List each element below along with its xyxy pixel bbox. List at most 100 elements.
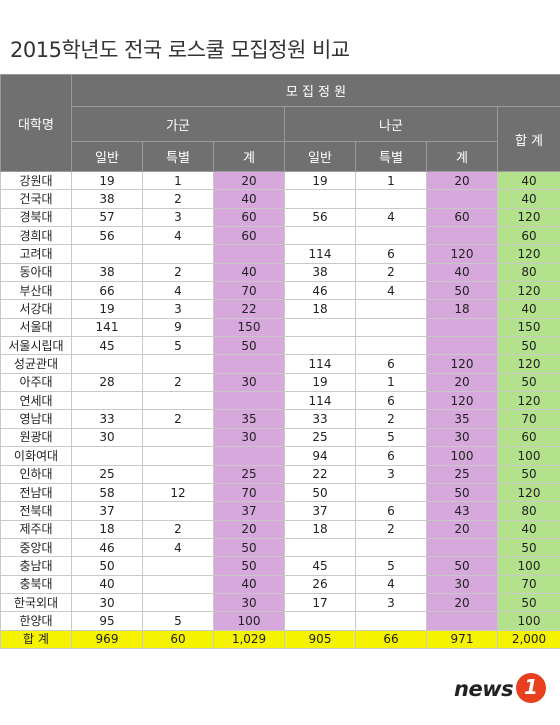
ga-subtotal-cell: 100 [213,611,285,631]
na-subtotal-header: 계 [426,141,498,172]
total-cell: 40 [497,189,560,209]
university-name: 중앙대 [0,537,72,558]
ga-general-cell [71,391,143,411]
na-general-cell: 905 [284,629,356,649]
ga-special-header: 특별 [142,141,214,172]
logo-text: news [454,677,514,701]
total-cell: 70 [497,409,560,429]
university-name: 충남대 [0,556,72,576]
total-cell: 80 [497,501,560,521]
na-general-cell: 114 [284,354,356,374]
na-subtotal-cell: 50 [426,482,498,503]
na-special-cell [355,299,427,319]
na-subtotal-cell: 35 [426,409,498,429]
table-row: 중앙대 46 4 50 50 [0,537,560,558]
total-cell: 120 [497,207,560,228]
na-special-cell: 4 [355,281,427,301]
ga-subtotal-cell: 30 [213,592,285,613]
na-general-cell [284,537,356,558]
ga-special-cell: 1 [142,170,214,191]
ga-general-cell: 38 [71,262,143,283]
na-subtotal-cell: 50 [426,556,498,576]
na-subtotal-cell: 971 [426,629,498,649]
na-subtotal-cell [426,537,498,558]
ga-general-cell: 19 [71,299,143,319]
na-special-cell: 6 [355,244,427,264]
na-subtotal-cell [426,317,498,338]
table-row: 동아대 38 2 40 38 2 40 80 [0,262,560,283]
na-subtotal-cell: 30 [426,427,498,448]
ga-subtotal-cell: 20 [213,170,285,191]
university-name: 아주대 [0,372,72,393]
na-group-header: 나군 [284,106,498,142]
ga-subtotal-cell: 22 [213,299,285,319]
ga-subtotal-cell: 70 [213,281,285,301]
table-row: 연세대 114 6 120 120 [0,391,560,411]
university-name: 경희대 [0,226,72,246]
ga-general-cell: 95 [71,611,143,631]
na-general-cell: 50 [284,482,356,503]
table-row: 서울시립대 45 5 50 50 [0,336,560,356]
university-name: 충북대 [0,574,72,594]
total-cell: 50 [497,592,560,613]
university-name: 성균관대 [0,354,72,374]
ga-general-cell: 18 [71,519,143,539]
na-general-cell: 33 [284,409,356,429]
na-general-cell: 56 [284,207,356,228]
university-name: 강원대 [0,170,72,191]
na-general-cell: 37 [284,501,356,521]
news1-logo: news 1 [454,673,546,703]
table-row: 충북대 40 40 26 4 30 70 [0,574,560,594]
university-name: 제주대 [0,519,72,539]
ga-general-cell: 58 [71,482,143,503]
ga-special-cell: 2 [142,372,214,393]
na-subtotal-cell: 60 [426,207,498,228]
ga-subtotal-cell: 37 [213,501,285,521]
logo-badge-icon: 1 [516,673,546,703]
table-row: 건국대 38 2 40 40 [0,189,560,209]
na-general-cell: 45 [284,556,356,576]
university-name: 한양대 [0,611,72,631]
ga-subtotal-cell: 50 [213,336,285,356]
ga-subtotal-cell [213,354,285,374]
na-subtotal-cell: 120 [426,244,498,264]
ga-special-cell [142,556,214,576]
total-cell: 50 [497,336,560,356]
na-special-cell: 5 [355,427,427,448]
ga-subtotal-cell: 1,029 [213,629,285,649]
table-body: 강원대 19 1 20 19 1 20 40 건국대 38 2 40 40 경북대 57 3 60 56 4 60 12… [0,170,560,649]
ga-subtotal-cell: 50 [213,556,285,576]
ga-subtotal-cell: 25 [213,464,285,484]
table-row: 서강대 19 3 22 18 18 40 [0,299,560,319]
na-special-header: 특별 [355,141,427,172]
ga-special-cell: 4 [142,281,214,301]
table-row: 성균관대 114 6 120 120 [0,354,560,374]
ga-special-cell: 5 [142,336,214,356]
total-cell: 120 [497,244,560,264]
na-special-cell [355,611,427,631]
na-general-cell: 38 [284,262,356,283]
ga-general-cell: 57 [71,207,143,228]
university-name: 고려대 [0,244,72,264]
na-subtotal-cell [426,611,498,631]
total-cell: 70 [497,574,560,594]
ga-subtotal-cell [213,391,285,411]
table-row: 고려대 114 6 120 120 [0,244,560,264]
ga-general-cell: 969 [71,629,143,649]
university-name: 전남대 [0,482,72,503]
table-row: 전남대 58 12 70 50 50 120 [0,482,560,503]
table-row: 전북대 37 37 37 6 43 80 [0,501,560,521]
na-general-cell [284,226,356,246]
na-general-cell: 26 [284,574,356,594]
university-name: 이화여대 [0,446,72,466]
na-general-cell: 114 [284,391,356,411]
na-special-cell: 5 [355,556,427,576]
total-cell: 50 [497,537,560,558]
na-subtotal-cell: 43 [426,501,498,521]
na-subtotal-cell: 50 [426,281,498,301]
total-cell: 120 [497,281,560,301]
ga-general-cell: 45 [71,336,143,356]
page-title: 2015학년도 전국 로스쿨 모집정원 비교 [10,38,350,62]
university-name: 합 계 [0,629,72,649]
ga-general-cell: 19 [71,170,143,191]
